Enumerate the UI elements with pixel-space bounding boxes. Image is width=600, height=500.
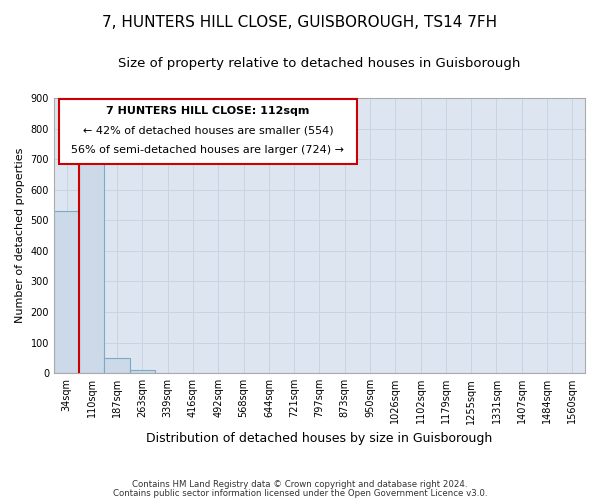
FancyBboxPatch shape <box>59 100 356 164</box>
Text: ← 42% of detached houses are smaller (554): ← 42% of detached houses are smaller (55… <box>83 126 333 136</box>
Text: 56% of semi-detached houses are larger (724) →: 56% of semi-detached houses are larger (… <box>71 146 344 156</box>
Bar <box>130 370 155 373</box>
Bar <box>104 358 130 373</box>
Text: Contains public sector information licensed under the Open Government Licence v3: Contains public sector information licen… <box>113 489 487 498</box>
Bar <box>54 211 79 373</box>
Text: Contains HM Land Registry data © Crown copyright and database right 2024.: Contains HM Land Registry data © Crown c… <box>132 480 468 489</box>
Text: 7 HUNTERS HILL CLOSE: 112sqm: 7 HUNTERS HILL CLOSE: 112sqm <box>106 106 310 117</box>
Y-axis label: Number of detached properties: Number of detached properties <box>15 148 25 324</box>
Bar <box>79 150 104 373</box>
X-axis label: Distribution of detached houses by size in Guisborough: Distribution of detached houses by size … <box>146 432 493 445</box>
Title: Size of property relative to detached houses in Guisborough: Size of property relative to detached ho… <box>118 58 521 70</box>
Text: 7, HUNTERS HILL CLOSE, GUISBOROUGH, TS14 7FH: 7, HUNTERS HILL CLOSE, GUISBOROUGH, TS14… <box>103 15 497 30</box>
